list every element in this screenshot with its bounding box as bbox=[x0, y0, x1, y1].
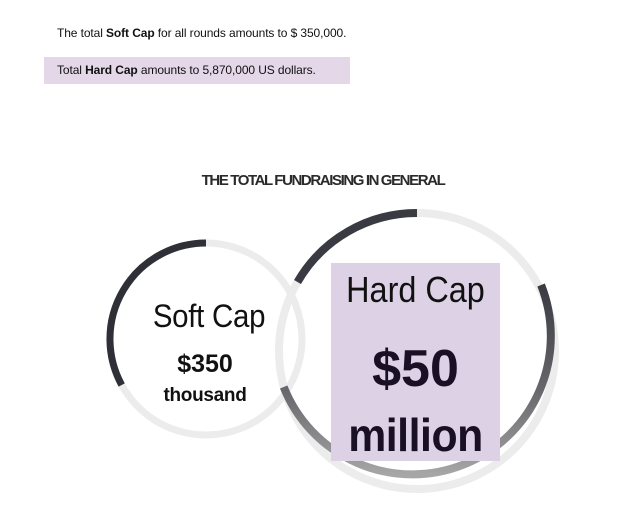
soft-cap-summary-suffix: for all rounds amounts to $ 350,000. bbox=[154, 26, 347, 40]
soft-cap-summary-line: The total Soft Cap for all rounds amount… bbox=[57, 25, 346, 41]
hard-cap-summary-suffix: amounts to 5,870,000 US dollars. bbox=[137, 63, 316, 77]
soft-cap-unit: thousand bbox=[163, 385, 247, 406]
hard-cap-summary-prefix: Total bbox=[57, 63, 86, 77]
soft-cap-summary-bold: Soft Cap bbox=[106, 26, 155, 40]
soft-cap-title: Soft Cap bbox=[152, 298, 266, 334]
soft-cap-value: $350 bbox=[177, 350, 233, 378]
hard-cap-title: Hard Cap bbox=[346, 269, 485, 310]
soft-cap-ring-arc bbox=[106, 239, 207, 387]
hard-cap-summary-line: Total Hard Cap amounts to 5,870,000 US d… bbox=[44, 57, 350, 84]
hard-cap-ring-arc-right bbox=[279, 283, 555, 479]
hard-cap-highlight-box bbox=[331, 263, 500, 461]
soft-cap-summary-prefix: The total bbox=[57, 26, 107, 40]
hard-cap-value: $50 bbox=[372, 340, 459, 398]
hard-cap-ring-arc-top bbox=[294, 209, 418, 285]
fundraising-heading: THE TOTAL FUNDRAISING IN GENERAL bbox=[201, 172, 446, 189]
hard-cap-unit: million bbox=[348, 409, 483, 461]
hard-cap-summary-bold: Hard Cap bbox=[85, 63, 138, 77]
